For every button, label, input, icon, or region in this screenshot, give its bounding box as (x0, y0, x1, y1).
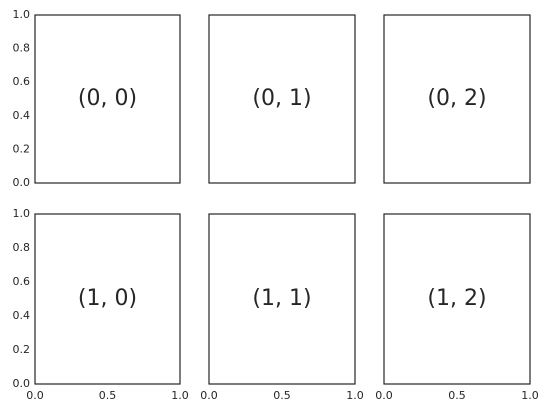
y-tick-label: 0.4 (13, 109, 31, 122)
annotation: (0, 0) (78, 86, 137, 111)
axes-frame (34, 14, 181, 184)
x-tick-label: 1.0 (346, 389, 364, 402)
y-tick-label: 0.4 (13, 309, 31, 322)
x-tick-label: 0.0 (375, 389, 393, 402)
x-tick-label: 0.5 (273, 389, 291, 402)
y-tick-label: 0.0 (13, 176, 31, 189)
x-tick-label: 0.5 (99, 389, 117, 402)
y-tick-label: 0.2 (13, 343, 31, 356)
y-tick-label: 0.8 (13, 42, 31, 55)
annotation: (1, 2) (427, 286, 486, 311)
y-tick-label: 1.0 (13, 207, 31, 220)
y-tick-label: 0.2 (13, 142, 31, 155)
annotation: (1, 1) (252, 286, 311, 311)
annotation: (0, 2) (427, 86, 486, 111)
x-tick-label: 0.5 (448, 389, 466, 402)
x-tick-label: 1.0 (521, 389, 539, 402)
axes-frame (383, 14, 531, 184)
y-tick-label: 0.0 (13, 377, 31, 390)
annotation: (0, 1) (252, 86, 311, 111)
x-tick-label: 1.0 (171, 389, 189, 402)
axes-frame (208, 14, 356, 184)
y-tick-label: 0.6 (13, 275, 31, 288)
y-tick-label: 0.6 (13, 75, 31, 88)
axes-frame (383, 213, 531, 385)
annotation: (1, 0) (78, 286, 137, 311)
y-tick-label: 1.0 (13, 8, 31, 21)
axes-frame (34, 213, 181, 385)
x-tick-label: 0.0 (200, 389, 218, 402)
x-tick-label: 0.0 (26, 389, 44, 402)
y-tick-label: 0.8 (13, 241, 31, 254)
axes-frame (208, 213, 356, 385)
